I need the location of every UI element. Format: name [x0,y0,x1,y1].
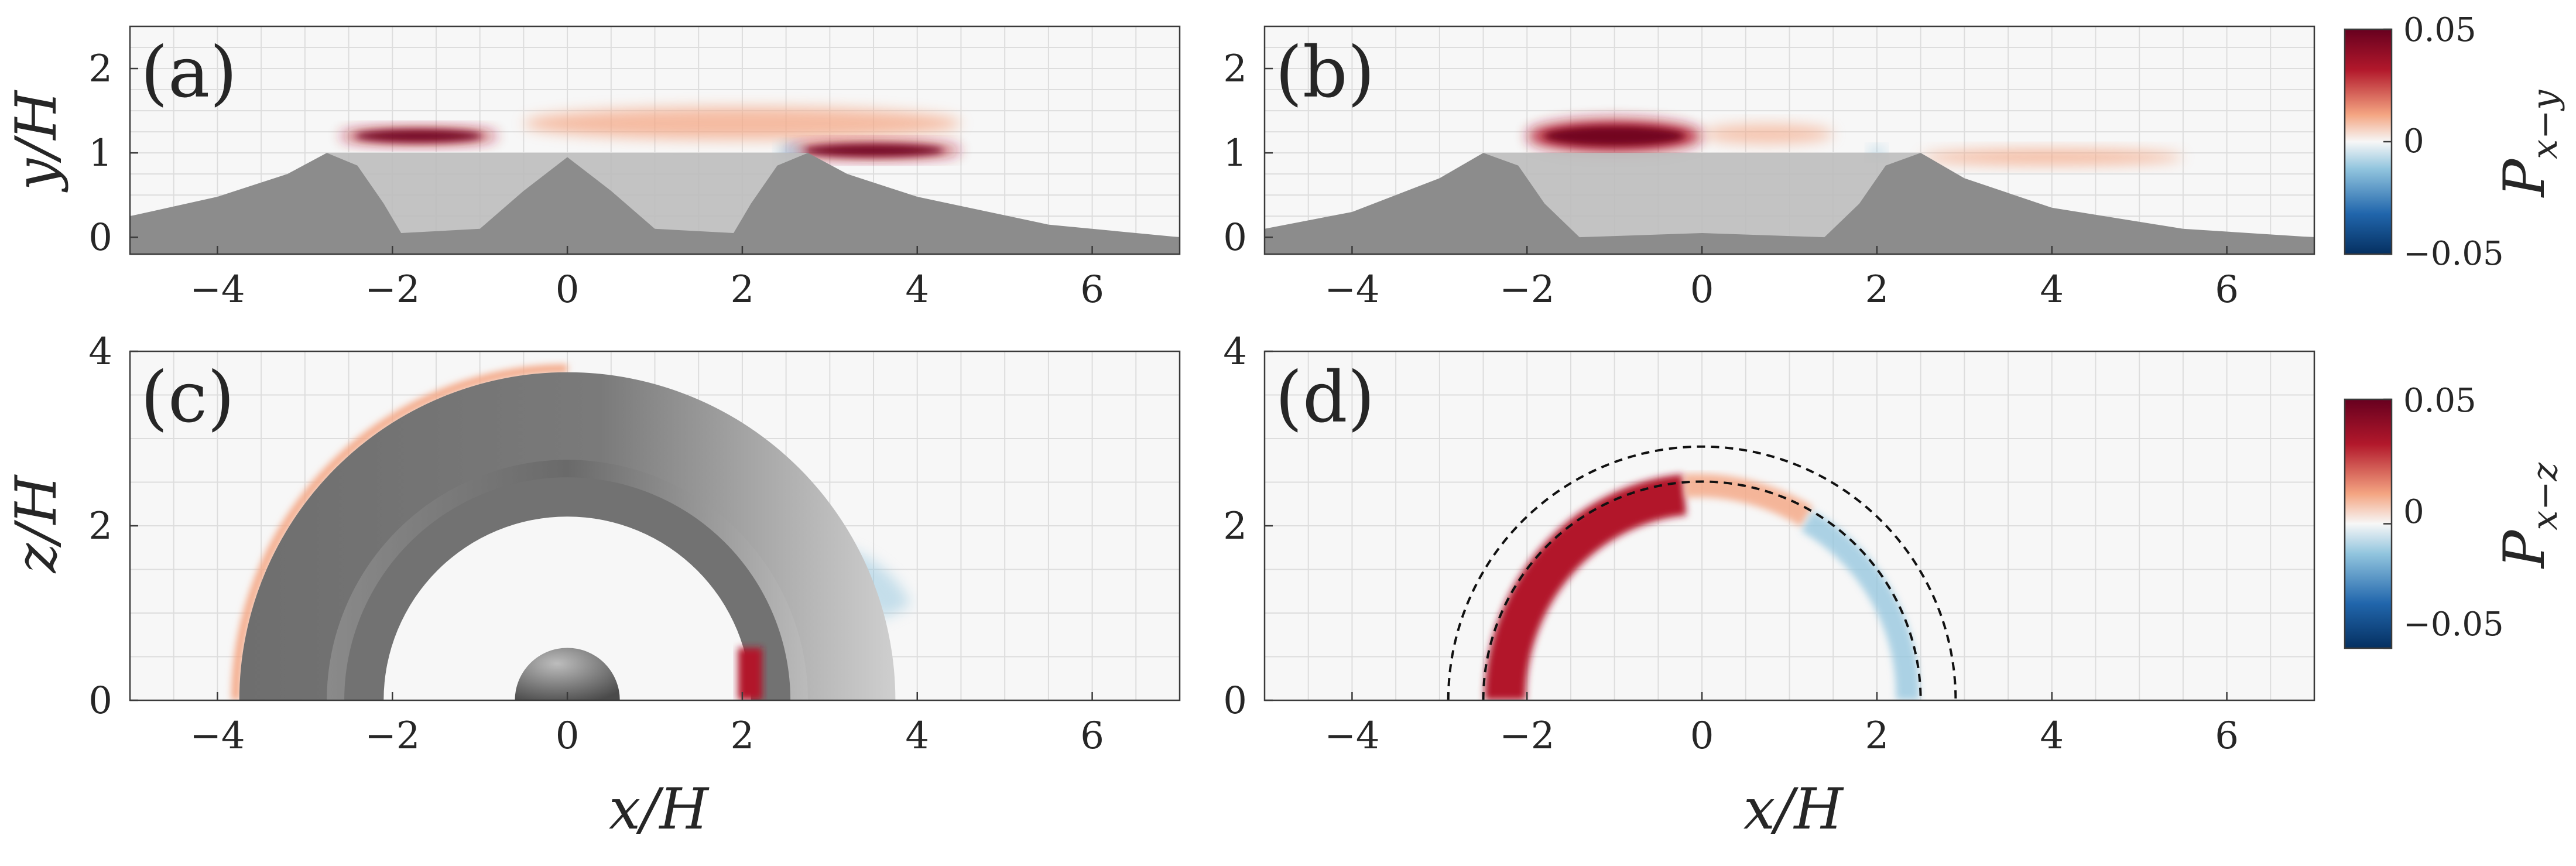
colorbar-xy-tick-min: −0.05 [2403,235,2504,273]
ytick-label: 4 [88,330,112,374]
positive-spot [738,648,763,700]
panel-c: z/H x/H (c) [4,357,710,842]
ytick-label: 2 [1223,47,1247,91]
panel-a: y/H (a) [4,32,237,193]
panel-a-ylabel: y/H [4,90,69,193]
xtick-label: 4 [2040,714,2064,758]
panel-d-label: (d) [1275,357,1375,439]
xtick-label: −2 [1499,268,1554,312]
colorbar-xy-tick-zero: 0 [2403,122,2424,160]
panel-c-ylabel: z/H [4,474,69,573]
terrain-profile [1265,153,2314,254]
xtick-label: 6 [1080,268,1104,312]
terrain-profile [130,153,1180,254]
ytick-label: 1 [1223,132,1247,175]
central-peak [515,648,620,700]
xtick-label: 6 [2215,268,2239,312]
ytick-label: 0 [1223,679,1247,723]
colorbar-xy-label-main: P [2492,158,2557,198]
positive-arc-top [1683,474,1813,527]
panel-a-label: (a) [141,32,237,114]
plot-b: −4 −2 0 2 4 6 0 1 2 [1223,25,2315,312]
negative-arc [1801,511,1920,700]
shear-layer-core [355,130,482,142]
xtick-label: 4 [2040,268,2064,312]
ytick-label: 0 [1223,216,1247,259]
panel-c-xlabel: x/H [609,776,710,842]
colorbar-2-bar [2344,398,2393,649]
dashed-circle-2 [1447,445,1957,700]
xtick-label: 2 [731,714,755,758]
panel-d-xlabel: x/H [1743,776,1844,842]
xtick-label: 0 [1690,268,1714,312]
xtick-label: 2 [1865,714,1889,758]
plot-a: −4 −2 0 2 4 6 0 1 2 [88,25,1181,312]
colorbar-xy-tick-max: 0.05 [2403,11,2476,49]
svg-text:Px−y: Px−y [2492,90,2565,198]
xtick-label: 6 [2215,714,2239,758]
xtick-label: 6 [1080,714,1104,758]
ytick-label: 0 [88,216,112,259]
plot-c: −4 −2 0 2 4 6 0 2 4 [88,330,1181,758]
panel-b-label: (b) [1275,32,1375,114]
colorbar-xz-tick-max: 0.05 [2403,382,2476,420]
shear-layer [1702,124,1834,144]
crater-ring [383,516,751,700]
xtick-label: −4 [1324,268,1379,312]
xtick-label: −4 [190,714,245,758]
svg-text:Px−z: Px−z [2492,462,2565,569]
shear-layer-core [803,144,944,156]
panel-d: x/H (d) [1275,357,1844,842]
ytick-label: 2 [88,505,112,548]
ytick-label: 4 [1223,330,1247,374]
xtick-label: 0 [556,268,580,312]
positive-arc [1484,474,1687,700]
colorbar-xz-label-sub: x−z [2524,462,2565,530]
panel-b: (b) [1275,32,1375,114]
shear-layer-core [1544,126,1685,146]
xtick-label: 4 [905,714,929,758]
ytick-label: 1 [88,132,112,175]
colorbar-xz-tick-zero: 0 [2403,493,2424,531]
xtick-label: 0 [556,714,580,758]
xtick-label: −4 [1324,714,1379,758]
plot-d: −4 −2 0 2 4 6 0 2 4 [1223,330,2315,758]
shear-layer [1920,149,2183,165]
colorbar-xy-label-sub: x−y [2524,90,2565,159]
xtick-label: 2 [1865,268,1889,312]
ytick-label: 2 [88,47,112,91]
panel-c-label: (c) [141,357,235,439]
axes-frame [1263,25,2315,255]
dashed-circle-1 [1482,480,1922,700]
xtick-label: 4 [905,268,929,312]
xtick-label: −2 [1499,714,1554,758]
ytick-label: 2 [1223,505,1247,548]
rim-shear [231,364,568,700]
colorbar-xz-label-main: P [2492,529,2557,569]
axes-frame [129,25,1181,255]
colorbar-xy: 0.05 0 −0.05 Px−y [2403,11,2565,273]
colorbar-xz: 0.05 0 −0.05 Px−z [2403,382,2565,643]
xtick-label: −2 [365,268,420,312]
colorbar-xz-tick-min: −0.05 [2403,605,2504,643]
shear-layer [523,107,961,140]
xtick-label: 0 [1690,714,1714,758]
xtick-label: −4 [190,268,245,312]
grid [1264,351,2315,701]
xtick-label: 2 [731,268,755,312]
colorbar-1-bar [2344,28,2393,255]
ytick-label: 0 [88,679,112,723]
xtick-label: −2 [365,714,420,758]
